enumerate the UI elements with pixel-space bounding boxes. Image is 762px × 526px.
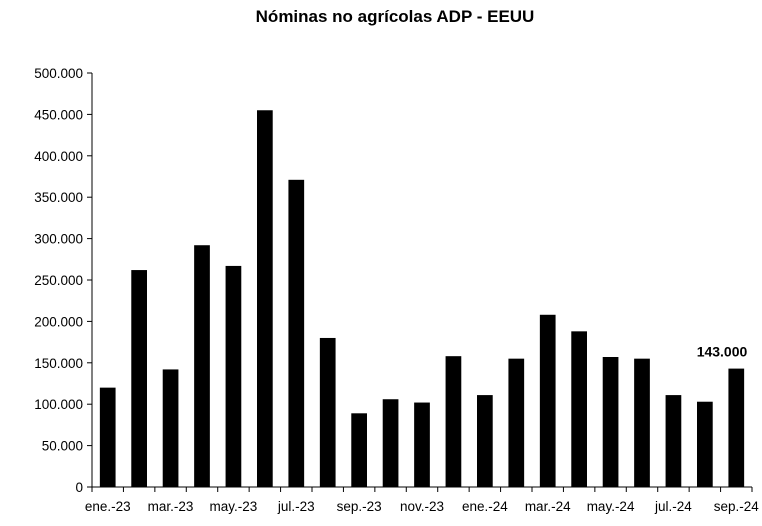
y-tick-label: 100.000: [34, 397, 83, 412]
bar-jun.-24: [634, 358, 650, 487]
y-tick-label: 0: [75, 480, 83, 495]
bar-mar.-23: [162, 369, 179, 487]
chart-title: Nóminas no agrícolas ADP - EEUU: [256, 7, 535, 26]
y-tick-label: 500.000: [34, 66, 83, 81]
bar-nov.-23: [414, 402, 430, 487]
y-tick-label: 150.000: [34, 356, 83, 371]
x-tick-label: mar.-24: [525, 499, 571, 514]
x-tick-label: sep.-23: [337, 499, 382, 514]
bar-oct.-23: [382, 399, 399, 487]
x-tick-label: mar.-23: [148, 499, 194, 514]
x-tick-label: nov.-23: [400, 499, 444, 514]
y-tick-label: 300.000: [34, 232, 83, 247]
y-tick-label: 400.000: [34, 149, 83, 164]
bar-ene.-23: [99, 387, 116, 487]
y-tick-label: 50.000: [42, 439, 83, 454]
bar-jul.-24: [665, 395, 682, 487]
bar-ago.-23: [319, 337, 336, 487]
bar-feb.-24: [508, 358, 525, 487]
bar-ago.-24: [697, 401, 713, 487]
x-tick-label: sep.-24: [714, 499, 760, 514]
x-tick-label: jul.-24: [654, 499, 692, 514]
bar-sep.-23: [351, 413, 367, 487]
bar-ene.-24: [477, 395, 493, 487]
bar-may.-24: [602, 357, 619, 487]
x-tick-label: jul.-23: [277, 499, 315, 514]
x-tick-label: ene.-24: [462, 499, 508, 514]
x-tick-label: may.-23: [210, 499, 258, 514]
bar-abr.-24: [571, 331, 587, 487]
bar-mar.-24: [539, 314, 556, 487]
bars: [99, 110, 745, 487]
y-tick-label: 250.000: [34, 273, 83, 288]
bar-abr.-23: [194, 245, 210, 487]
x-axis: ene.-23 mar.-23 may.-23 jul.-23 sep.-23 nov.-…: [85, 486, 760, 514]
bar-jun.-23: [257, 110, 273, 487]
x-tick-label: ene.-23: [85, 499, 131, 514]
bar-may.-23: [225, 265, 242, 487]
bar-feb.-23: [131, 270, 147, 487]
y-tick-label: 200.000: [34, 314, 83, 329]
data-labels: 143.000: [697, 344, 748, 360]
bar-dic.-23: [445, 356, 462, 487]
y-tick-label: 450.000: [34, 107, 83, 122]
y-axis: 0 50.000 100.000 150.000 200.000 250.000 300.0…: [34, 66, 93, 495]
y-tick-label: 350.000: [34, 190, 83, 205]
bar-jul.-23: [288, 179, 305, 487]
x-tick-label: may.-24: [587, 499, 635, 514]
data-label: 143.000: [697, 344, 748, 360]
bar-sep.-24: [728, 368, 745, 487]
